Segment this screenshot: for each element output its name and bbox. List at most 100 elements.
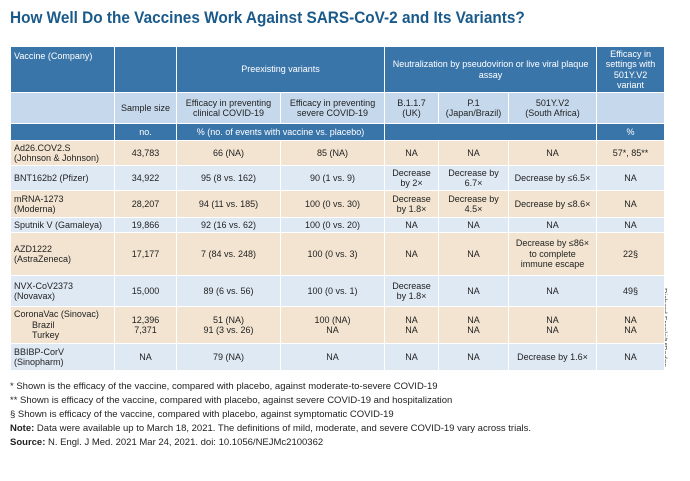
sample-size: 28,207 [114,190,177,218]
sample-size: 34,922 [114,165,177,191]
501yv2-neutralization: NA [508,275,598,307]
b117-neutralization: NA [384,232,440,276]
vaccine-name: Ad26.COV2.S (Johnson & Johnson) [10,140,115,166]
unit-no: no. [114,123,177,141]
header-p1: P.1 (Japan/Brazil) [438,92,510,124]
clinical-efficacy: 95 (8 vs. 162) [176,165,281,191]
header-p1-region: (Japan/Brazil) [445,108,502,118]
sample-size: 19,866 [114,217,177,233]
vaccine-name: BBIBP-CorV (Sinopharm) [10,343,115,371]
b117-neutralization: NA [384,140,440,166]
vaccine-company: (Johnson & Johnson) [14,153,100,163]
severe-efficacy: 85 (NA) [279,140,386,166]
vaccine-table: Vaccine (Company) Preexisting variants N… [10,46,666,371]
source-label: Source: [10,437,46,448]
table-row: mRNA-1273 (Moderna) 28,207 94 (11 vs. 185… [10,190,666,218]
vaccine-company: (Moderna) [14,204,56,214]
sample-size: 12,396 7,371 [114,306,177,344]
b117-turkey: NA [405,325,418,335]
note-line: Note: Data were available up to March 18… [10,422,531,436]
header-blank [10,92,115,124]
header-501yv2-region: (South Africa) [525,108,580,118]
p1-neutralization: NA [438,275,510,307]
501yv2-neutralization: Decrease by 1.6× [508,343,598,371]
header-row-1: Vaccine (Company) Preexisting variants N… [10,46,666,93]
vaccine-company: (Novavax) [14,291,56,301]
table-row: CoronaVac (Sinovac) Brazil Turkey 12,396… [10,306,666,344]
header-501yv2: 501Y.V2 (South Africa) [508,92,598,124]
b117-neutralization: Decrease by 2× [384,165,440,191]
header-b117-label: B.1.1.7 [397,97,426,108]
b117-neutralization: NA [384,343,440,371]
p1-turkey: NA [467,325,480,335]
501yv2-neutralization: NA [508,140,598,166]
source-text: N. Engl. J Med. 2021 Mar 24, 2021. doi: … [48,437,324,448]
header-row-units: no. % (no. of events with vaccine vs. pl… [10,123,666,141]
table-row: BBIBP-CorV (Sinopharm) NA 79 (NA) NA NA N… [10,343,666,371]
header-preexisting: Preexisting variants [175,46,386,93]
severe-efficacy: 90 (1 vs. 9) [279,165,386,191]
severe-efficacy: 100 (NA) NA [279,306,386,344]
note-text: Data were available up to March 18, 2021… [36,423,531,434]
clinical-efficacy: 51 (NA) 91 (3 vs. 26) [176,306,281,344]
b117-neutralization: Decrease by 1.8× [384,190,440,218]
clinical-efficacy: 66 (NA) [176,140,281,166]
clinical-efficacy: 79 (NA) [176,343,281,371]
501yv2-neutralization: Decrease by ≤86× to complete immune esca… [508,232,598,276]
b117-neutralization: NA [384,217,440,233]
severe-efficacy: 100 (0 vs. 3) [279,232,386,276]
clinical-efficacy: 7 (84 vs. 248) [176,232,281,276]
header-efficacy-variant: Efficacy in settings with 501Y.V2 varian… [596,46,666,93]
variant-efficacy: 22§ [596,232,666,276]
header-row-2: Sample size Efficacy in preventing clini… [10,92,666,124]
header-sample-size: Sample size [114,92,177,124]
header-b117-region: (UK) [402,108,421,118]
sample-size: NA [114,343,177,371]
efficacy-brazil: NA [624,314,637,325]
variant-efficacy: NA NA [596,306,666,344]
p1-neutralization: Decrease by 6.7× [438,165,510,191]
header-blank [114,46,177,93]
severe-efficacy: 100 (0 vs. 20) [279,217,386,233]
vaccine-label: AZD1222 [14,243,53,254]
vaccine-label: Ad26.COV2.S [14,142,71,153]
vaccine-name: Sputnik V (Gamaleya) [10,217,115,233]
p1-neutralization: NA NA [438,306,510,344]
footnotes: * Shown is the efficacy of the vaccine, … [10,380,531,450]
p1-neutralization: NA [438,140,510,166]
variant-efficacy: 49§ [596,275,666,307]
vaccine-site-turkey: Turkey [32,330,60,341]
p1-neutralization: NA [438,343,510,371]
vaccine-name: AZD1222 (AstraZeneca) [10,232,115,276]
vaccine-company: (AstraZeneca) [14,254,72,264]
p1-neutralization: NA [438,217,510,233]
efficacy-turkey: NA [624,325,637,335]
501yv2-neutralization: Decrease by ≤8.6× [508,190,598,218]
p1-neutralization: NA [438,232,510,276]
sample-size: 15,000 [114,275,177,307]
b117-neutralization: Decrease by 1.8× [384,275,440,307]
p1-neutralization: Decrease by 4.5× [438,190,510,218]
b117-brazil: NA [405,314,418,325]
header-p1-label: P.1 [467,97,480,108]
vaccine-name: NVX-CoV2373 (Novavax) [10,275,115,307]
table-row: AZD1222 (AstraZeneca) 17,177 7 (84 vs. 24… [10,232,666,276]
clinical-efficacy: 89 (6 vs. 56) [176,275,281,307]
clinical-brazil: 51 (NA) [212,314,244,325]
unit-pct: % [596,123,666,141]
variant-efficacy: NA [596,165,666,191]
footnote-asterisk: * Shown is the efficacy of the vaccine, … [10,381,438,392]
footnote-double-asterisk: ** Shown is efficacy of the vaccine, com… [10,395,453,406]
header-vaccine: Vaccine (Company) [10,46,115,93]
sample-size: 43,783 [114,140,177,166]
vaccine-label: mRNA-1273 [14,193,64,204]
vaccine-label: BBIBP-CorV [14,346,65,357]
severe-efficacy: NA [279,343,386,371]
vaccine-label: CoronaVac (Sinovac) [14,309,99,320]
severe-turkey: NA [326,325,339,335]
sample-size: 17,177 [114,232,177,276]
unit-events: % (no. of events with vaccine vs. placeb… [175,123,386,141]
clinical-turkey: 91 (3 vs. 26) [203,325,254,335]
header-501yv2-label: 501Y.V2 [535,97,570,108]
severe-efficacy: 100 (0 vs. 30) [279,190,386,218]
